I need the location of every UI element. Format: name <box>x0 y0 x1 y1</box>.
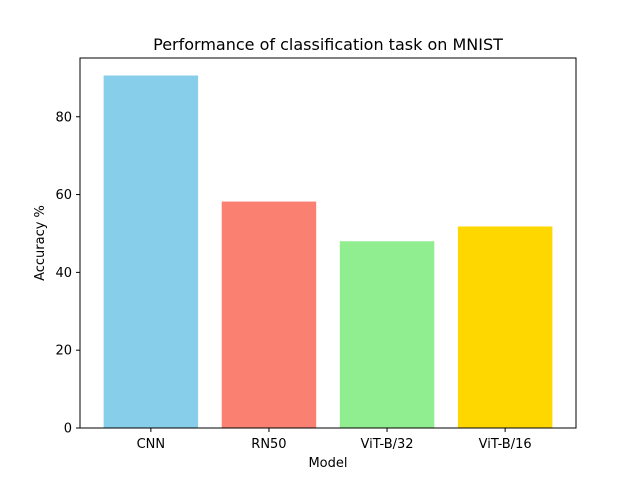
bar-vit-b-16 <box>457 226 553 428</box>
y-tick-label: 20 <box>55 344 72 359</box>
x-axis-ticks: CNN RN50 ViT-B/32 ViT-B/16 <box>137 428 532 452</box>
y-axis-ticks: 0 20 40 60 80 <box>55 110 80 437</box>
y-tick-label: 60 <box>55 188 72 203</box>
plot-frame <box>79 57 577 429</box>
y-tick-label: 80 <box>55 110 72 125</box>
x-tick-label: RN50 <box>251 437 286 452</box>
bar-vit-b-32 <box>339 241 435 428</box>
bar-rn50 <box>221 201 317 428</box>
x-axis-label: Model <box>308 456 347 471</box>
chart-title: Performance of classification task on MN… <box>153 35 503 54</box>
y-tick-label: 40 <box>55 266 72 281</box>
x-tick-label: CNN <box>137 437 166 452</box>
x-tick-label: ViT-B/16 <box>479 437 532 452</box>
x-tick-label: ViT-B/32 <box>361 437 414 452</box>
y-axis-label: Accuracy % <box>33 205 48 281</box>
bars-group <box>103 75 553 428</box>
y-tick-label: 0 <box>64 422 72 437</box>
bar-cnn <box>103 75 199 428</box>
